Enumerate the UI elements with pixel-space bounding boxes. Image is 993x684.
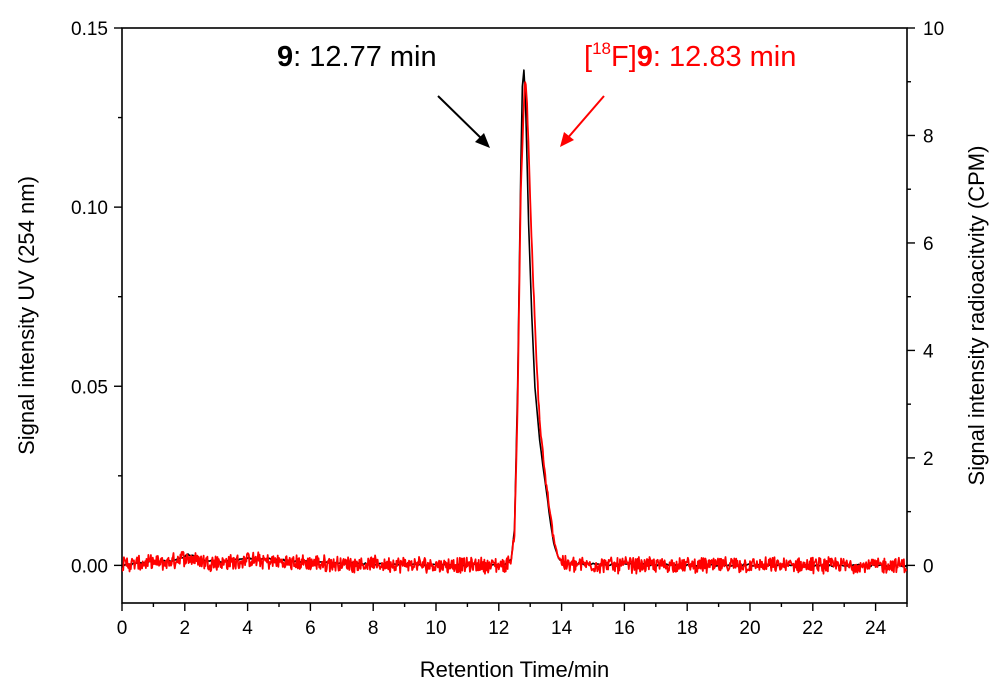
- x-tick-label: 0: [117, 618, 128, 639]
- x-tick-label: 16: [614, 618, 635, 639]
- x-tick-label: 10: [425, 618, 446, 639]
- y-left-axis-title: Signal intensity UV (254 nm): [14, 176, 39, 455]
- annotation-uv-time: : 12.77 min: [293, 41, 436, 73]
- annotation-radio-time: : 12.83 min: [653, 41, 796, 73]
- plot-frame: [121, 27, 908, 604]
- y-left-tick-label: 0.05: [71, 377, 108, 398]
- y-right-tick-label: 10: [923, 19, 944, 40]
- x-tick-label: 22: [802, 618, 823, 639]
- series-layer: [122, 69, 907, 575]
- x-tick-label: 14: [551, 618, 573, 639]
- x-tick-label: 8: [368, 618, 379, 639]
- annotation-uv-peak: 9: 12.77 min: [277, 41, 437, 73]
- ticks-layer: 0 2 4 6 8 10 12 14 16 18 20 22 240.000.050.100.15024…: [71, 19, 944, 639]
- y-left-tick-label: 0.15: [71, 19, 108, 40]
- annotation-radio-isotope: 18: [592, 39, 611, 58]
- y-right-tick-label: 2: [923, 449, 934, 470]
- x-tick-label: 20: [739, 618, 760, 639]
- y-right-tick-label: 6: [923, 234, 934, 255]
- x-tick-label: 24: [865, 618, 887, 639]
- annotation-uv-compound: 9: [277, 41, 293, 73]
- annotation-radio-element: F]: [611, 41, 637, 73]
- annotation-radio-peak: [18F]9: 12.83 min: [584, 39, 796, 73]
- arrow-uv: [437, 95, 490, 148]
- annotation-radio-compound: 9: [637, 41, 653, 73]
- annotation-radio-bracket: [: [584, 41, 592, 73]
- y-left-tick-label: 0.00: [71, 556, 108, 577]
- x-axis-title: Retention Time/min: [420, 657, 610, 682]
- y-right-tick-label: 0: [923, 556, 934, 577]
- y-left-tick-label: 0.10: [71, 198, 108, 219]
- series-line-uv: [122, 69, 907, 568]
- y-right-tick-label: 4: [923, 341, 934, 362]
- arrow-radio: [560, 95, 605, 147]
- series-line-radio: [122, 81, 907, 575]
- x-tick-label: 18: [677, 618, 698, 639]
- x-tick-label: 4: [242, 618, 253, 639]
- x-tick-label: 6: [305, 618, 316, 639]
- y-right-tick-label: 8: [923, 126, 934, 147]
- y-right-axis-title: Signal intensity radioacitvity (CPM): [964, 146, 989, 486]
- x-tick-label: 12: [488, 618, 509, 639]
- x-tick-label: 2: [180, 618, 191, 639]
